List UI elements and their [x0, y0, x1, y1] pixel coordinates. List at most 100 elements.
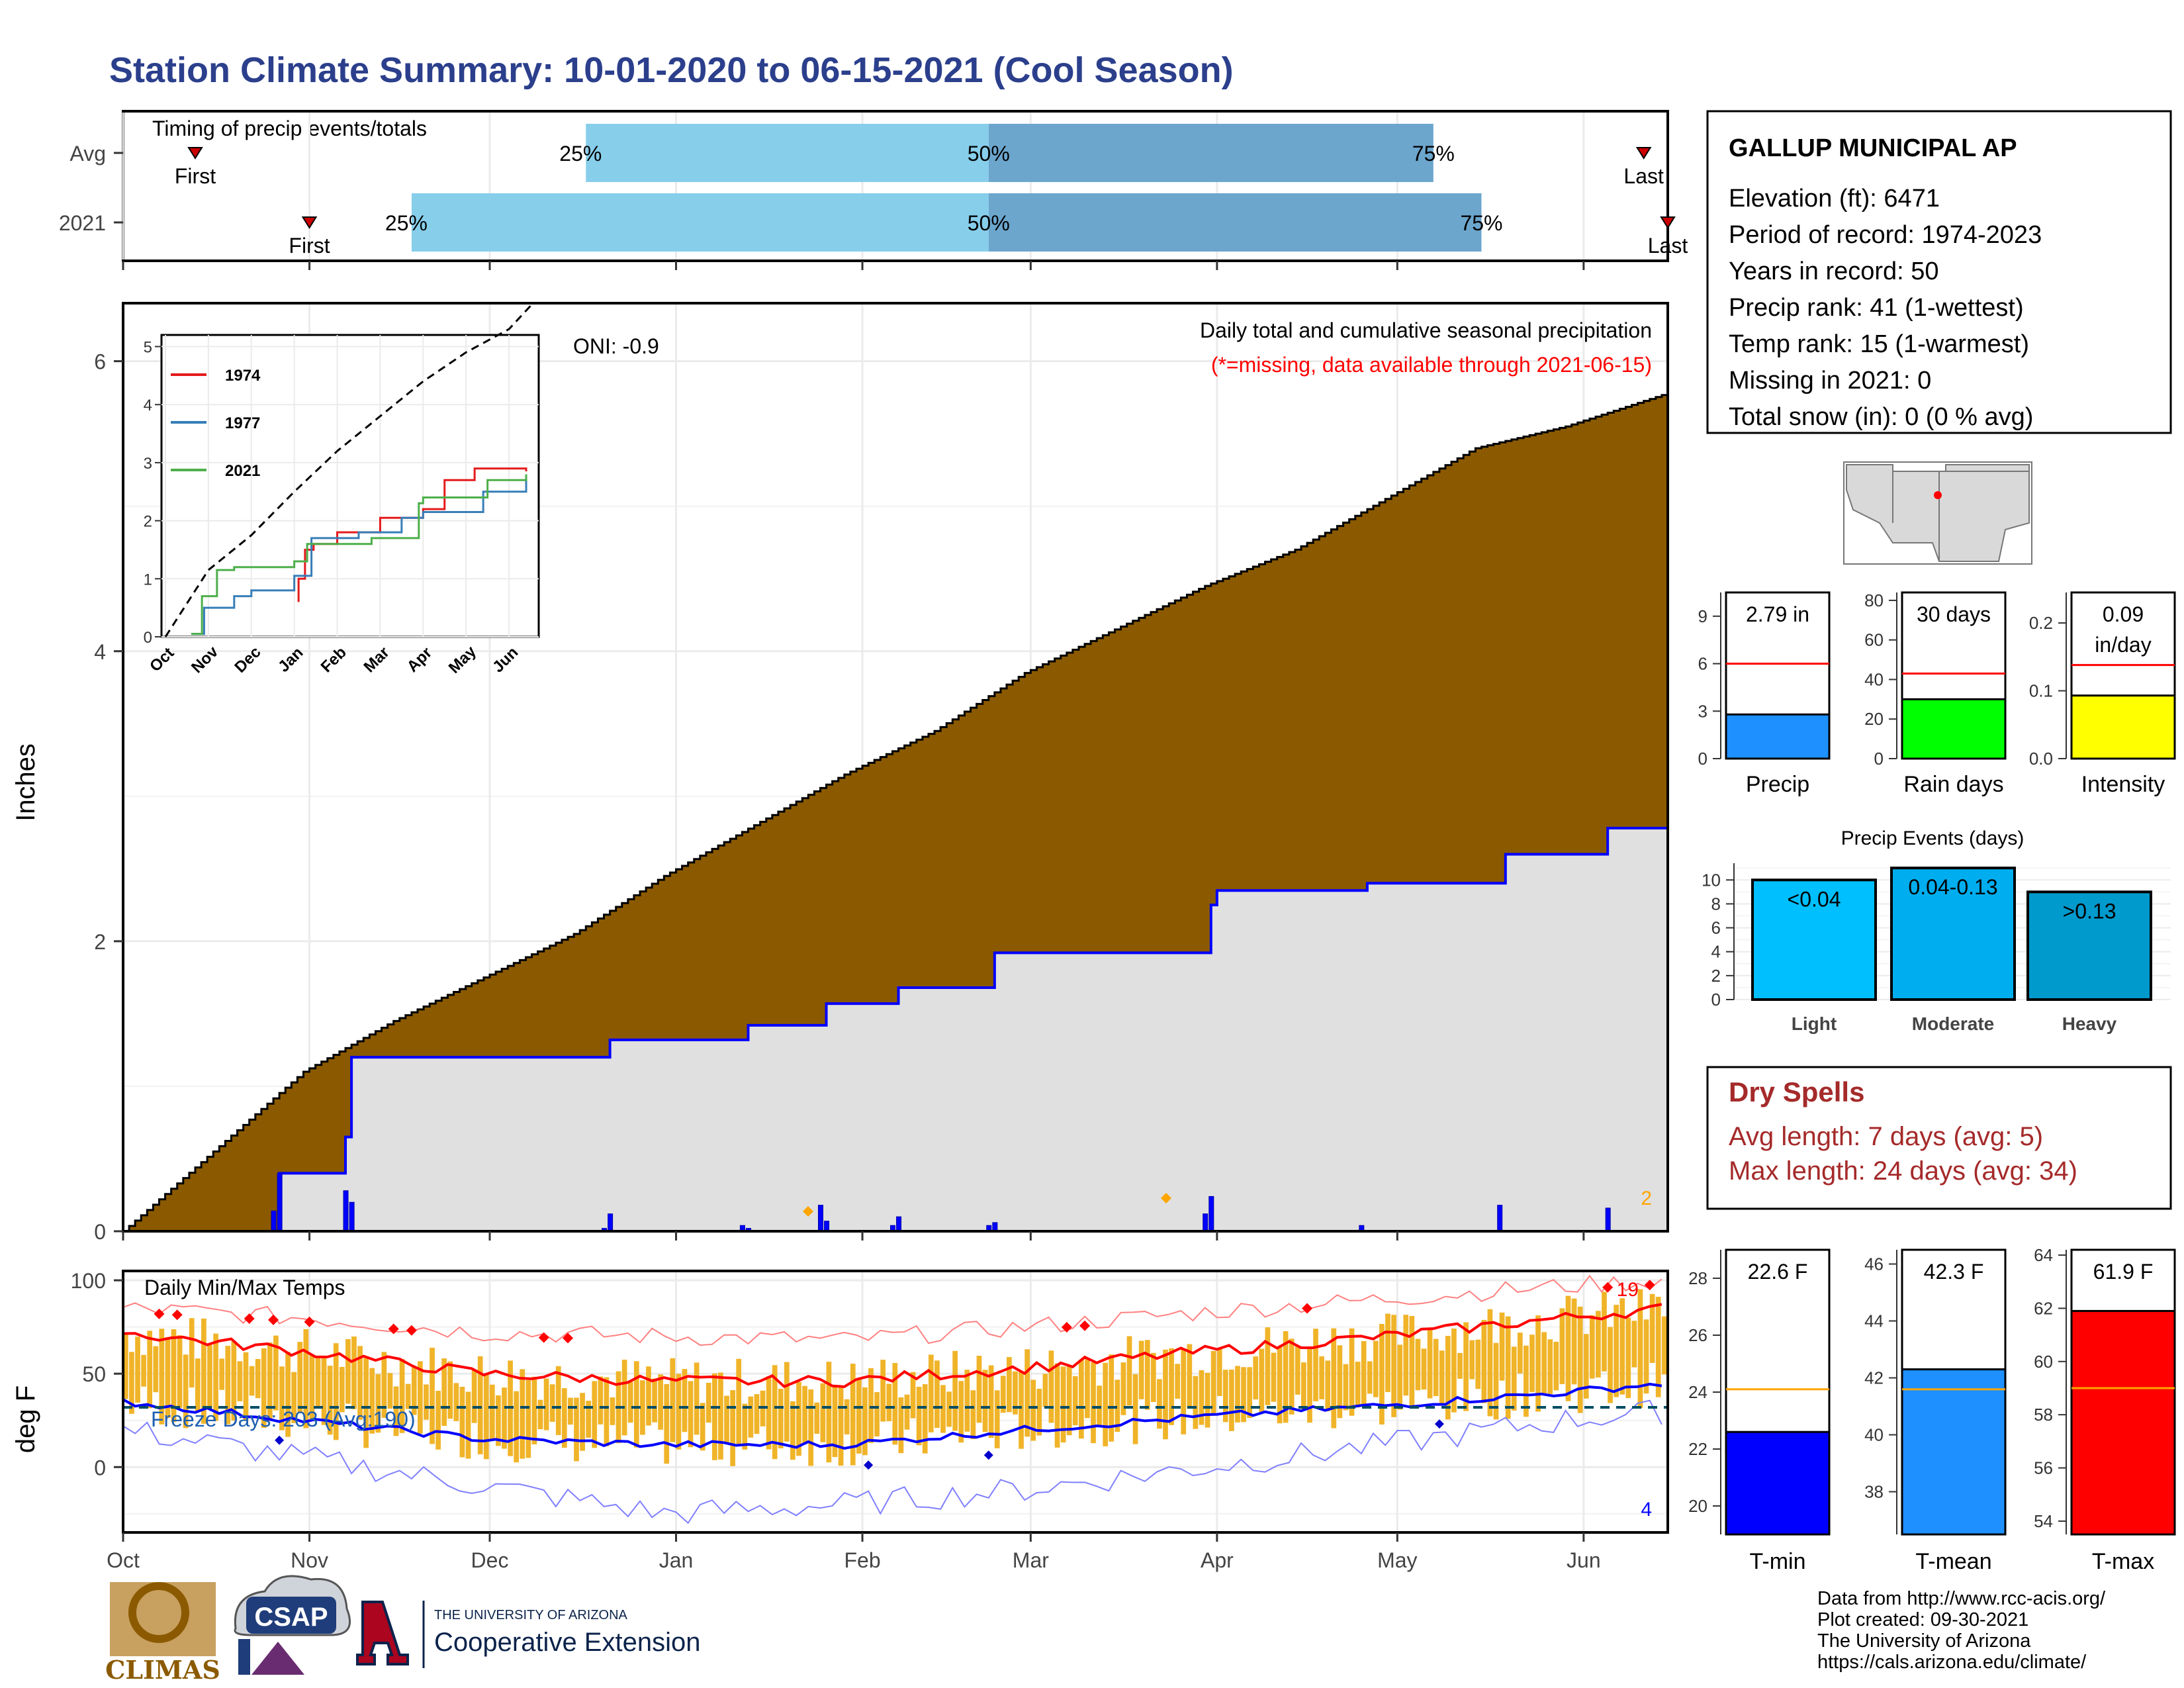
daily-precip-bar [1203, 1213, 1208, 1232]
daily-temp-bar [994, 1390, 1000, 1448]
daily-temp-bar [502, 1387, 507, 1449]
daily-temp-bar [424, 1384, 429, 1420]
climas-logo-text: CLIMAS [105, 1655, 220, 1685]
daily-temp-bar [1649, 1293, 1655, 1363]
daily-temp-bar [640, 1380, 645, 1435]
daily-precip-bar [824, 1221, 830, 1232]
daily-temp-bar [1427, 1328, 1433, 1399]
daily-precip-bar [608, 1213, 614, 1232]
daily-temp-bar [1193, 1376, 1199, 1429]
daily-temp-bar [279, 1366, 285, 1430]
daily-temp-bar [604, 1377, 610, 1446]
avg-max-line [122, 1303, 1662, 1388]
daily-temp-bar [147, 1331, 153, 1409]
daily-temp-bar [303, 1329, 309, 1429]
daily-temp-bar [1036, 1388, 1042, 1436]
daily-temp-bar [754, 1394, 760, 1434]
month-label: Nov [291, 1548, 328, 1572]
record-high-marker [538, 1332, 549, 1343]
daily-temp-bar [934, 1360, 940, 1429]
mini-y-tick-label: 54 [2034, 1511, 2053, 1531]
daily-precip-bars [271, 1172, 1611, 1232]
daily-temp-bar [814, 1402, 820, 1434]
daily-temp-bar [1024, 1349, 1030, 1437]
record-high-marker [1602, 1282, 1614, 1293]
mini-chart-label: Intensity [2081, 772, 2165, 797]
daily-temp-bar [213, 1333, 218, 1421]
timing-row-label: Avg [69, 142, 106, 165]
last-event-marker [1660, 216, 1676, 229]
daily-temp-bar [1343, 1364, 1349, 1411]
daily-temp-bar [1235, 1366, 1240, 1423]
mini-value-bar [1725, 713, 1831, 760]
credit-line: Plot created: 09-30-2021 [1817, 1609, 2028, 1630]
station-info-line: Temp rank: 15 (1-warmest) [1729, 330, 2029, 358]
daily-temp-bar [249, 1366, 255, 1396]
daily-temp-bar [231, 1341, 237, 1421]
mini-value-label: 42.3 F [1924, 1260, 1984, 1284]
temp-frame [122, 1270, 1669, 1534]
daily-temp-bar [1571, 1298, 1577, 1385]
daily-temp-bar [1000, 1376, 1006, 1413]
daily-temp-bar [820, 1383, 826, 1442]
month-label: Mar [1013, 1548, 1049, 1572]
csap-mountain [251, 1642, 304, 1675]
daily-temp-bar [1072, 1376, 1078, 1426]
temp-y-tick-label: 100 [71, 1269, 106, 1293]
daily-temp-bar [1602, 1291, 1607, 1372]
daily-temp-bar [351, 1336, 357, 1409]
mini-value-bar [1901, 698, 2007, 760]
daily-temp-bar [988, 1365, 994, 1438]
station-lines: Elevation (ft): 6471 Period of record: 19… [1729, 185, 2042, 431]
month-label: Dec [471, 1548, 509, 1572]
timing-row-label: 2021 [59, 211, 106, 235]
daily-temp-bar [610, 1397, 615, 1425]
daily-temp-bar [309, 1354, 315, 1421]
daily-temp-bar [393, 1386, 399, 1436]
daily-temp-bar [1445, 1336, 1451, 1420]
daily-temp-bar [543, 1378, 549, 1430]
mini-y-tick-label: 20 [1688, 1496, 1707, 1516]
daily-temp-bar [586, 1401, 592, 1438]
daily-temp-bar [219, 1358, 225, 1390]
daily-temp-bar [688, 1381, 694, 1448]
first-event-label: First [175, 164, 216, 188]
daily-temp-bar [1283, 1331, 1289, 1423]
mini-y-tick-label: 62 [2034, 1298, 2053, 1318]
daily-temp-bar [129, 1352, 134, 1414]
daily-temp-bar [1517, 1333, 1523, 1374]
daily-temp-bar [1433, 1338, 1439, 1397]
daily-temp-bar [369, 1368, 375, 1434]
daily-temp-bar [1469, 1340, 1475, 1380]
mini-y-tick-label: 0 [1698, 749, 1707, 769]
daily-temp-bar [1439, 1350, 1445, 1404]
station-info-frame [1706, 110, 2172, 434]
daily-temp-bar [261, 1348, 267, 1429]
daily-temp-bar [1091, 1362, 1096, 1444]
mini-y-tick-label: 26 [1688, 1325, 1707, 1345]
daily-temp-bar [1637, 1289, 1643, 1409]
daily-temp-bar [243, 1352, 249, 1421]
inset-legend-label: 1974 [225, 367, 261, 385]
extreme-precip-marker [1161, 1193, 1171, 1203]
daily-temp-bar [273, 1335, 279, 1411]
month-label: Jan [659, 1548, 694, 1572]
daily-temp-bar [1487, 1309, 1493, 1417]
daily-temp-bar [1103, 1362, 1109, 1446]
precip-panel: 0 2 4 6 Inches ONI: -0.9 Daily total and cu… [11, 302, 1669, 1244]
daily-temp-bar [483, 1374, 489, 1460]
precip-y-label: Inches [11, 743, 40, 821]
ua-extension: Cooperative Extension [434, 1628, 700, 1657]
record-high-marker [1302, 1303, 1313, 1314]
daily-temp-bar [165, 1336, 171, 1419]
inset-lines [164, 305, 531, 637]
daily-temp-bar [1319, 1356, 1324, 1399]
precip-event-category: Moderate [1912, 1013, 1994, 1034]
daily-temp-bar [1409, 1316, 1415, 1408]
daily-temp-bar [1511, 1346, 1517, 1411]
station-info-line: Missing in 2021: 0 [1729, 367, 1931, 395]
inset-legend-label: 1977 [225, 414, 260, 432]
station-name: GALLUP MUNICIPAL AP [1729, 134, 2017, 162]
daily-temp-bar [886, 1383, 892, 1421]
daily-temp-bar [705, 1382, 711, 1423]
